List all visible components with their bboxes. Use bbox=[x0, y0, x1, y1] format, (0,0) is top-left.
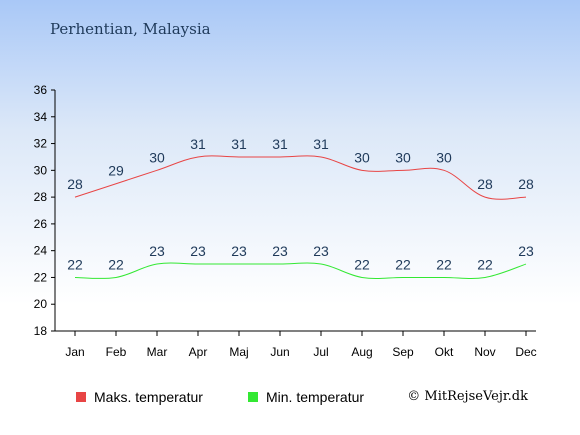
x-tick-label: Apr bbox=[189, 345, 208, 359]
max-temp-label: 31 bbox=[313, 136, 329, 152]
y-tick-label: 34 bbox=[34, 110, 48, 124]
max-temp-label: 30 bbox=[436, 149, 452, 165]
x-tick-label: Mar bbox=[147, 345, 168, 359]
x-tick-label: Maj bbox=[229, 345, 248, 359]
y-tick-label: 18 bbox=[34, 324, 48, 338]
credit-text: © MitRejseVejr.dk bbox=[407, 389, 528, 404]
y-tick-label: 24 bbox=[34, 244, 48, 258]
min-temp-label: 22 bbox=[477, 256, 493, 272]
min-temp-label: 23 bbox=[313, 243, 329, 259]
legend-max-swatch bbox=[76, 392, 86, 402]
min-temp-label: 23 bbox=[231, 243, 247, 259]
x-tick-label: Jul bbox=[313, 345, 328, 359]
x-tick-label: Aug bbox=[351, 345, 372, 359]
x-tick-label: Jun bbox=[270, 345, 289, 359]
min-temp-label: 22 bbox=[67, 256, 83, 272]
max-temp-label: 31 bbox=[231, 136, 247, 152]
min-temp-label: 23 bbox=[190, 243, 206, 259]
legend-min-label: Min. temperatur bbox=[266, 389, 365, 405]
max-temp-line bbox=[74, 155, 527, 200]
chart-title: Perhentian, Malaysia bbox=[50, 20, 211, 38]
legend-max-label: Maks. temperatur bbox=[94, 389, 203, 405]
min-temp-label: 22 bbox=[354, 256, 370, 272]
y-tick-label: 28 bbox=[34, 190, 48, 204]
max-temp-label: 30 bbox=[354, 149, 370, 165]
max-temp-label: 29 bbox=[108, 163, 124, 179]
max-temp-label: 28 bbox=[518, 176, 534, 192]
y-tick-label: 36 bbox=[34, 83, 48, 97]
x-tick-label: Nov bbox=[474, 345, 495, 359]
x-tick-label: Jan bbox=[65, 345, 84, 359]
legend-min: Min. temperatur bbox=[248, 389, 364, 405]
legend-min-swatch bbox=[248, 392, 258, 402]
max-temp-label: 30 bbox=[149, 149, 165, 165]
y-tick-label: 30 bbox=[34, 163, 48, 177]
max-temp-label: 28 bbox=[477, 176, 493, 192]
x-tick-label: Okt bbox=[435, 345, 454, 359]
x-tick-label: Dec bbox=[515, 345, 536, 359]
y-tick-label: 22 bbox=[34, 270, 48, 284]
max-temp-label: 28 bbox=[67, 176, 83, 192]
max-temp-label: 31 bbox=[272, 136, 288, 152]
legend-max: Maks. temperatur bbox=[76, 389, 203, 405]
max-temp-label: 31 bbox=[190, 136, 206, 152]
min-temp-label: 23 bbox=[149, 243, 165, 259]
min-temp-line bbox=[74, 262, 527, 280]
max-temp-label: 30 bbox=[395, 149, 411, 165]
y-tick-label: 20 bbox=[34, 297, 48, 311]
x-tick-label: Feb bbox=[106, 345, 127, 359]
min-temp-label: 22 bbox=[436, 256, 452, 272]
min-temp-label: 22 bbox=[395, 256, 411, 272]
x-tick-label: Sep bbox=[392, 345, 414, 359]
min-temp-label: 23 bbox=[518, 243, 534, 259]
min-temp-label: 23 bbox=[272, 243, 288, 259]
min-temp-label: 22 bbox=[108, 256, 124, 272]
y-tick-label: 32 bbox=[34, 137, 48, 151]
y-tick-label: 26 bbox=[34, 217, 48, 231]
